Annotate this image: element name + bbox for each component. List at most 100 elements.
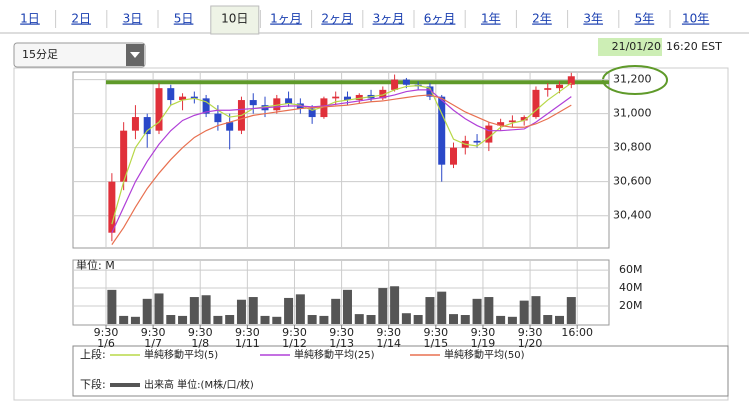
candle-body (497, 122, 505, 126)
candle-body (120, 130, 128, 182)
legend-lower: 下段: (80, 377, 106, 391)
x-tick-date: 1/12 (282, 337, 307, 350)
candle-body (226, 122, 234, 131)
tab[interactable]: 2日 (71, 12, 91, 26)
tab[interactable]: 5年 (635, 12, 655, 26)
y-tick-label: 30,600 (613, 175, 652, 188)
tab[interactable]: 10年 (682, 12, 709, 26)
volume-bar (390, 286, 400, 324)
candle-body (391, 79, 399, 90)
volume-bar (366, 315, 376, 324)
candle-body (343, 96, 351, 101)
volume-bar (413, 315, 423, 324)
tab[interactable]: 1年 (481, 12, 501, 26)
x-tick-label: 9:30 (94, 326, 119, 339)
tab[interactable]: 10日 (221, 12, 248, 26)
legend-upper: 上段: (80, 347, 106, 361)
volume-bar (354, 314, 364, 324)
candle-body (544, 88, 552, 90)
candle-body (438, 96, 446, 165)
x-tick-date: 1/19 (471, 337, 496, 350)
chart-frame (13, 67, 729, 401)
x-tick-label: 9:30 (423, 326, 448, 339)
volume-bar (555, 315, 565, 324)
tab[interactable]: 1ヶ月 (270, 12, 302, 26)
volume-bar (213, 315, 223, 324)
volume-bar (331, 298, 341, 324)
volume-bar (107, 289, 117, 324)
x-tick-date: 1/20 (518, 337, 543, 350)
y-tick-label: 30,400 (613, 209, 652, 222)
date-highlight (598, 38, 662, 56)
y-tick-label: 31,000 (613, 107, 652, 120)
volume-bar (201, 295, 211, 324)
tab[interactable]: 6ヶ月 (424, 12, 456, 26)
ma-line (111, 82, 572, 225)
x-tick-label: 9:30 (282, 326, 307, 339)
x-tick-date: 1/6 (97, 337, 115, 350)
volume-bar (142, 298, 152, 324)
volume-bar (130, 316, 140, 324)
dropdown[interactable] (13, 42, 146, 68)
volume-bar (236, 299, 246, 324)
candle-body (108, 181, 116, 233)
x-tick-date: 1/7 (144, 337, 162, 350)
candle-body (249, 100, 257, 106)
x-tick-date: 1/13 (329, 337, 354, 350)
y-tick-label: 60M (619, 263, 643, 276)
volume-bar (531, 296, 541, 324)
candle-body (273, 98, 281, 111)
volume-bar (507, 316, 517, 324)
candle-body (473, 140, 481, 143)
volume-bar (248, 297, 258, 324)
candle-body (320, 98, 328, 118)
volume-bar (154, 293, 164, 324)
volume-bar (319, 315, 329, 324)
volume-bar (225, 315, 235, 324)
candle-body (308, 108, 316, 118)
legend-label: 単純移動平均(50) (444, 348, 525, 361)
candle-body (508, 120, 516, 123)
tab[interactable]: 5日 (174, 12, 194, 26)
tab[interactable]: 3ヶ月 (373, 12, 405, 26)
volume-bar (178, 315, 188, 324)
legend-label: 単純移動平均(25) (294, 348, 375, 361)
candle-body (332, 96, 340, 99)
y-tick-label: 20M (619, 299, 643, 312)
volume-bar (449, 314, 459, 324)
x-tick-label: 9:30 (376, 326, 401, 339)
dropdown-arrow (130, 52, 140, 58)
volume-bar (484, 297, 494, 324)
tab[interactable]: 2年 (532, 12, 552, 26)
tab[interactable]: 3日 (123, 12, 143, 26)
candle-body (167, 88, 175, 101)
volume-bar (119, 315, 129, 324)
volume-bar (401, 313, 411, 324)
volume-bar (284, 297, 294, 324)
x-tick-date: 1/11 (235, 337, 260, 350)
candle-body (532, 89, 540, 118)
x-tick-date: 1/8 (191, 337, 209, 350)
ma-line (111, 94, 572, 245)
x-tick-label: 9:30 (141, 326, 166, 339)
candle-body (556, 84, 564, 89)
tab[interactable]: 2ヶ月 (321, 12, 353, 26)
tab[interactable]: 3年 (583, 12, 603, 26)
candle-body (214, 113, 222, 123)
candle-body (143, 117, 151, 135)
candle-body (520, 117, 528, 121)
x-tick-label: 9:30 (471, 326, 496, 339)
x-tick-date: 1/15 (423, 337, 448, 350)
y-tick-label: 31,200 (613, 73, 652, 86)
candle-body (285, 98, 293, 104)
timestamp-date: 21/01/20 (612, 40, 661, 53)
volume-unit: 単位: M (76, 258, 115, 272)
x-tick-label: 9:30 (188, 326, 213, 339)
candle-body (485, 125, 493, 143)
tab[interactable]: 1日 (20, 12, 40, 26)
volume-bar (425, 297, 435, 324)
volume-bar (378, 288, 388, 324)
volume-bar (272, 316, 282, 324)
